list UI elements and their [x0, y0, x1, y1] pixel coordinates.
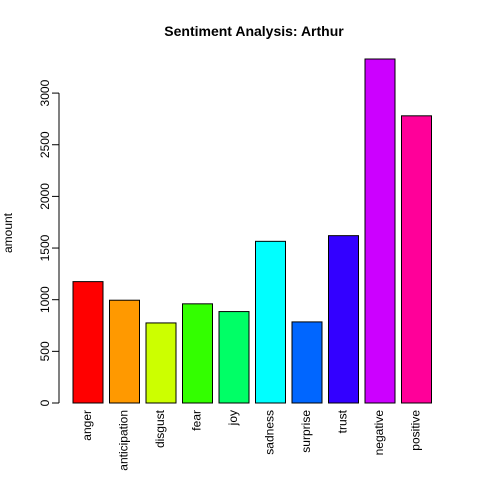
bars-group: [72, 58, 432, 404]
y-tick-label: 1500: [38, 234, 52, 261]
y-axis-label: amount: [1, 212, 15, 253]
bar-joy: [218, 311, 250, 404]
bar-anticipation: [109, 299, 140, 404]
x-tick-label: joy: [226, 410, 240, 426]
x-tick-label: anger: [80, 410, 94, 441]
x-axis-labels: anger anticipation disgust fear joy sadness su…: [80, 409, 423, 470]
x-tick-label: anticipation: [117, 410, 131, 471]
x-tick-label: negative: [372, 410, 386, 456]
y-tick-label: 500: [38, 341, 52, 361]
y-tick-label: 0: [38, 399, 52, 406]
bar-negative: [364, 58, 396, 404]
y-axis: 0 500 1000 1500 2000 2500 3000: [38, 79, 60, 406]
y-tick-label: 1000: [38, 286, 52, 313]
x-tick-label: surprise: [299, 410, 313, 453]
x-tick-label: trust: [336, 409, 350, 433]
x-tick-label: positive: [409, 410, 423, 451]
bar-fear: [182, 303, 213, 404]
bar-anger: [72, 281, 104, 404]
y-tick-label: 2000: [38, 183, 52, 210]
bar-trust: [328, 235, 359, 404]
x-tick-label: sadness: [263, 410, 277, 455]
x-tick-label: fear: [190, 410, 204, 431]
x-tick-label: disgust: [153, 409, 167, 448]
bar-disgust: [145, 322, 177, 404]
y-tick-label: 2500: [38, 131, 52, 158]
y-tick-label: 3000: [38, 79, 52, 106]
bar-sadness: [255, 240, 286, 404]
bar-surprise: [291, 321, 323, 404]
bar-positive: [401, 115, 432, 404]
chart-title: Sentiment Analysis: Arthur: [164, 23, 344, 39]
